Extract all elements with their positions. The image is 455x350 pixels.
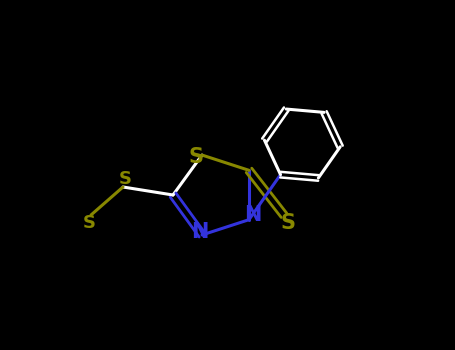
Text: S: S [118, 170, 131, 188]
Text: N: N [244, 205, 262, 225]
Text: S: S [280, 213, 295, 233]
Text: N: N [192, 222, 209, 242]
Text: S: S [188, 147, 203, 167]
Text: S: S [82, 214, 96, 232]
